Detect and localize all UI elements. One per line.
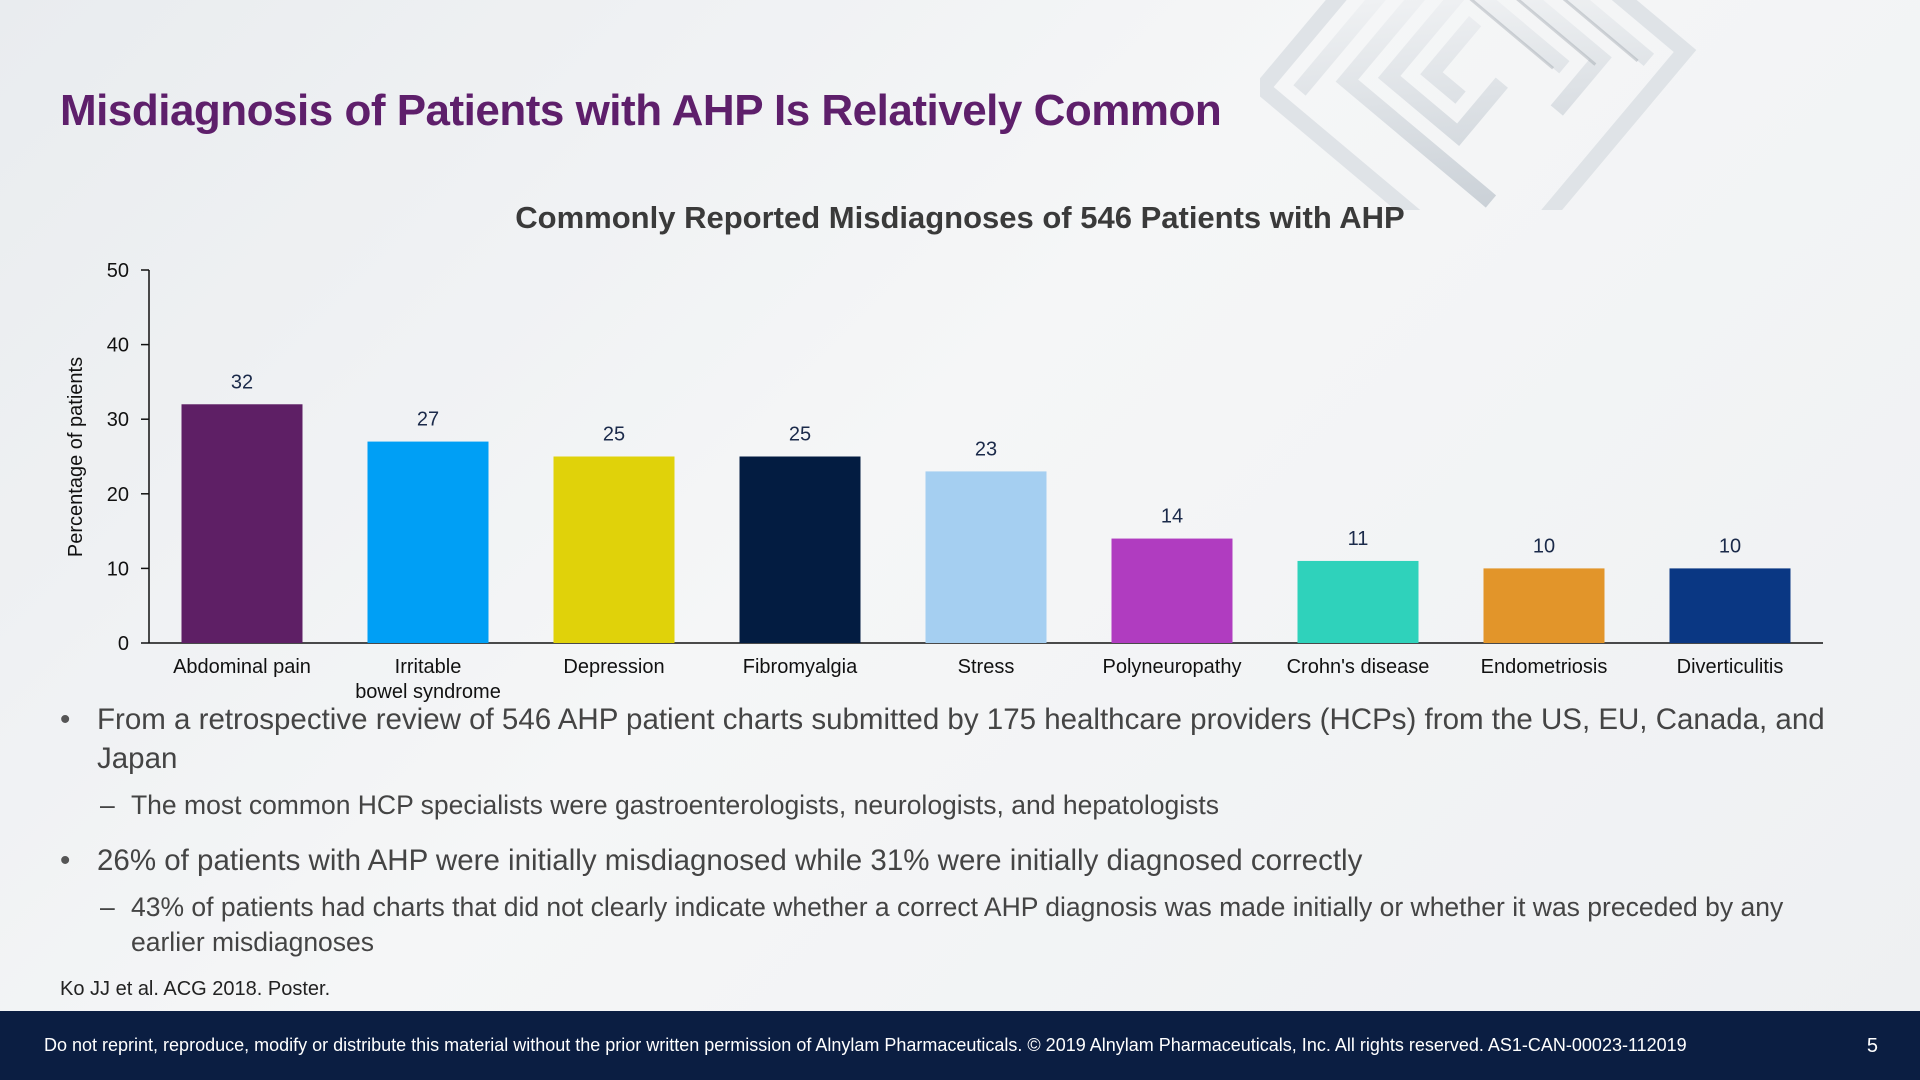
bar <box>1111 538 1233 643</box>
data-label: 25 <box>603 424 625 446</box>
sub-bullet-text: The most common HCP specialists were gas… <box>131 790 1220 820</box>
sub-bullet-text: 43% of patients had charts that did not … <box>131 892 1784 957</box>
data-label: 27 <box>417 409 439 431</box>
x-tick-label: Diverticulitis <box>1677 656 1784 678</box>
bar-chart: Percentage of patients 0 10 20 30 40 50 32 27 2… <box>65 260 1823 703</box>
footer-disclaimer: Do not reprint, reproduce, modify or dis… <box>44 1035 1687 1055</box>
page-number: 5 <box>1866 1035 1878 1057</box>
x-tick-label: Stress <box>958 656 1015 678</box>
bar <box>739 456 861 643</box>
bar <box>1297 560 1419 643</box>
chart-title-text: Commonly Reported Misdiagnoses of 546 Pa… <box>515 200 1405 235</box>
bar <box>1669 568 1791 643</box>
x-tick-label: Depression <box>563 656 664 678</box>
y-tick-label: 50 <box>107 260 129 282</box>
dash-marker: – <box>100 892 115 922</box>
maze-image <box>1260 0 1860 210</box>
bullet-item: From a retrospective review of 546 AHP p… <box>60 700 1860 778</box>
citation: Ko JJ et al. ACG 2018. Poster. <box>60 978 331 1000</box>
bar <box>553 456 675 643</box>
y-tick-label: 30 <box>107 409 129 431</box>
dash-marker: – <box>100 790 115 820</box>
y-axis-title: Percentage of patients <box>65 357 87 557</box>
bar <box>925 471 1047 643</box>
bar <box>181 404 303 643</box>
bar <box>367 441 489 643</box>
data-label: 23 <box>975 438 997 460</box>
x-tick-label: Fibromyalgia <box>743 656 858 678</box>
sub-bullet-item: – The most common HCP specialists were g… <box>60 788 1860 823</box>
y-tick-label: 10 <box>107 558 129 580</box>
x-tick-label: Irritable <box>395 656 462 678</box>
footer-bar: Do not reprint, reproduce, modify or dis… <box>0 1011 1920 1080</box>
bullet-item: 26% of patients with AHP were initially … <box>60 841 1860 880</box>
x-tick-label: Polyneuropathy <box>1103 656 1242 678</box>
bullet-list: From a retrospective review of 546 AHP p… <box>60 700 1860 960</box>
bar <box>1483 568 1605 643</box>
data-label: 32 <box>231 371 253 393</box>
y-tick-label: 0 <box>118 633 129 655</box>
data-label: 25 <box>789 424 811 446</box>
data-label: 10 <box>1533 535 1555 557</box>
x-tick-label: Crohn's disease <box>1287 656 1430 678</box>
slide-title: Misdiagnosis of Patients with AHP Is Rel… <box>60 86 1222 135</box>
sub-bullet-item: – 43% of patients had charts that did no… <box>60 890 1860 960</box>
data-label: 14 <box>1161 506 1183 528</box>
x-tick-label: Abdominal pain <box>173 656 311 678</box>
data-label: 10 <box>1719 535 1741 557</box>
chart-title: Commonly Reported Misdiagnoses of 546 Pa… <box>0 200 1920 236</box>
x-tick-label: bowel syndrome <box>355 681 501 703</box>
x-tick-label: Endometriosis <box>1481 656 1608 678</box>
y-tick-label: 20 <box>107 484 129 506</box>
data-label: 11 <box>1348 528 1369 550</box>
y-tick-label: 40 <box>107 335 129 357</box>
